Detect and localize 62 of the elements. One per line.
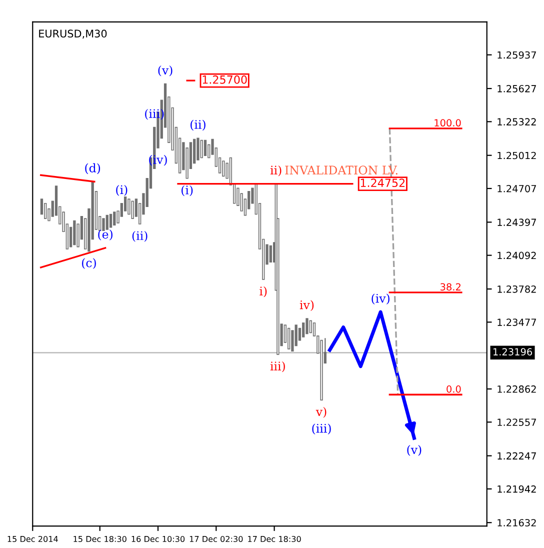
x-tick-label: 15 Dec 18:30 <box>74 536 126 542</box>
y-tick-label: 1.23477 <box>498 318 536 326</box>
x-tick-label: 17 Dec 02:30 <box>190 536 243 542</box>
series-label: 0.0 <box>446 385 461 393</box>
candlestick <box>40 198 44 215</box>
candlestick <box>109 214 112 228</box>
ref-line-label: 1.23196 <box>494 348 532 356</box>
candlestick <box>102 218 105 231</box>
candlestick <box>222 160 225 177</box>
x-tick-label: 17 Dec 18:30 <box>248 536 301 542</box>
x-tick-label: 16 Dec 10:30 <box>132 536 185 542</box>
y-tick-label: 1.22247 <box>498 452 536 460</box>
annotation: (ii) <box>190 120 206 131</box>
annotation: (c) <box>82 258 96 269</box>
candlestick <box>309 320 312 334</box>
y-tick-label: 1.24707 <box>498 184 536 192</box>
series-label: 1.24752 <box>360 178 405 188</box>
candlestick <box>44 202 47 220</box>
annotation: (v) <box>407 445 422 456</box>
candlestick <box>288 328 290 350</box>
candlestick <box>113 212 116 226</box>
y-tick-label: 1.24092 <box>498 252 536 260</box>
candlestick <box>73 220 76 246</box>
text: EURUSD,M30 <box>39 30 107 39</box>
y-tick-label: 1.21632 <box>498 519 536 526</box>
candlestick <box>204 140 207 156</box>
annotation: (iv) <box>372 294 390 304</box>
candlestick <box>320 340 323 400</box>
y-tick-label: 1.25627 <box>498 85 536 92</box>
candlestick <box>306 318 308 334</box>
candlestick <box>200 140 203 158</box>
annotation: (i) <box>182 185 193 196</box>
y-tick-label: 1.21942 <box>498 485 536 493</box>
candlestick <box>302 322 305 338</box>
candlestick <box>196 138 200 160</box>
y-tick-label: 1.22862 <box>498 385 536 393</box>
annotation: iv) <box>300 300 314 311</box>
annotation: (ii) <box>132 230 148 242</box>
candlestick <box>131 200 134 220</box>
x-tick-label: 15 Dec 2014 <box>8 536 58 542</box>
candlestick <box>269 245 272 262</box>
series-label: 100.0 <box>434 119 461 127</box>
annotation: (i) <box>116 185 128 196</box>
y-tick-label: 1.25012 <box>498 152 536 160</box>
y-tick-label: 1.25937 <box>498 51 536 59</box>
candlestick <box>106 214 108 230</box>
annotation: (d) <box>85 163 100 174</box>
annotation: (iii) <box>312 424 331 434</box>
series-label: 1.25700 <box>202 75 247 84</box>
candlestick <box>128 198 130 215</box>
annotation: v) <box>316 406 326 418</box>
annotation: (e) <box>98 230 112 240</box>
y-tick-label: 1.22557 <box>498 418 536 426</box>
annotation: (v) <box>158 65 172 76</box>
y-tick-label: 1.23782 <box>498 285 536 293</box>
annotation: i) <box>260 286 267 298</box>
y-tick-label: 1.25322 <box>498 118 536 126</box>
annotation: INVALIDATION LV. <box>285 166 398 175</box>
annotation: iii) <box>270 361 285 372</box>
annotation: ii) <box>270 165 282 176</box>
series-label: 38.2 <box>440 283 460 291</box>
y-tick-label: 1.24397 <box>498 218 536 226</box>
